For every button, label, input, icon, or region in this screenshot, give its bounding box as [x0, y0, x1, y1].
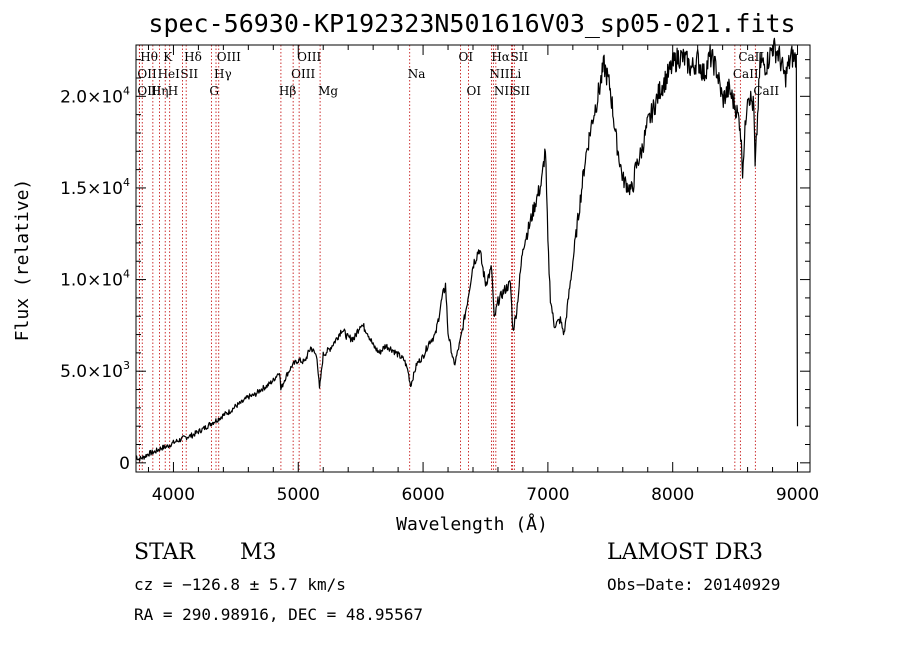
spectral-line-label: CaII: [738, 50, 764, 64]
redshift-cz: cz = −126.8 ± 5.7 km/s: [134, 575, 346, 594]
chart-title: spec-56930-KP192323N501616V03_sp05-021.f…: [148, 9, 795, 38]
ra-dec: RA = 290.98916, DEC = 48.95567: [134, 605, 423, 624]
spectral-line-label: Na: [408, 67, 426, 81]
x-tick-label: 4000: [152, 485, 195, 505]
spectral-line-label: CaII: [733, 67, 759, 81]
spectral-line-label: OIII: [297, 50, 321, 64]
spectral-line-label: OI: [467, 84, 482, 98]
spectral-line-label: OIII: [137, 84, 161, 98]
spectral-line-label: K: [163, 50, 173, 64]
spectral-line-label: G: [209, 84, 219, 98]
y-tick-label: 0: [119, 454, 130, 474]
y-tick-label: 1.0×104: [60, 268, 130, 291]
spectral-line-label: Hγ: [214, 67, 232, 81]
spectral-line-label: Hβ: [279, 84, 296, 98]
observation-date: Obs−Date: 20140929: [607, 575, 781, 594]
x-tick-label: 7000: [526, 485, 569, 505]
x-axis-label: Wavelength (Å): [396, 513, 548, 535]
y-tick-label: 2.0×104: [60, 84, 130, 107]
spectral-line-label: H: [168, 84, 178, 98]
spectral-line-label: SII: [510, 50, 528, 64]
spectral-line-label: NII: [489, 67, 509, 81]
spectral-line-label: SII: [180, 67, 198, 81]
y-tick-label: 5.0×103: [60, 359, 130, 382]
x-tick-label: 8000: [651, 485, 694, 505]
spectral-line-label: OI: [459, 50, 474, 64]
spectral-line-label: HeI: [158, 67, 181, 81]
y-axis-label: Flux (relative): [12, 179, 33, 342]
spectral-lines-layer: HθOIIOIIIHηHeIKHSIIHδGHγOIIIHβOIIIOIIIMg…: [137, 45, 779, 472]
spectral-line-label: Mg: [318, 84, 338, 98]
spectral-line-label: Hθ: [140, 50, 158, 64]
spectrum-line: [135, 37, 799, 462]
spectral-line-label: CaII: [753, 84, 779, 98]
object-class: STAR: [134, 540, 195, 565]
x-tick-label: 5000: [277, 485, 320, 505]
x-tick-label: 9000: [776, 485, 819, 505]
spectral-line-label: SII: [512, 84, 530, 98]
survey-name: LAMOST DR3: [607, 540, 763, 565]
y-tick-label: 1.5×104: [60, 176, 130, 199]
spectral-line-label: OIII: [217, 50, 241, 64]
object-subclass: M3: [240, 540, 277, 565]
spectral-line-label: NII: [494, 84, 514, 98]
spectral-line-label: OII: [137, 67, 157, 81]
axis-ticks: 4000 5000 6000 7000 8000 9000 0 5.0×103 1.0×104 1…: [60, 45, 819, 505]
x-tick-label: 6000: [401, 485, 444, 505]
spectral-line-label: Hδ: [184, 50, 202, 64]
spectral-line-label: OIII: [291, 67, 315, 81]
spectral-line-label: Li: [509, 67, 521, 81]
spectral-line-label: Hα: [491, 50, 510, 64]
